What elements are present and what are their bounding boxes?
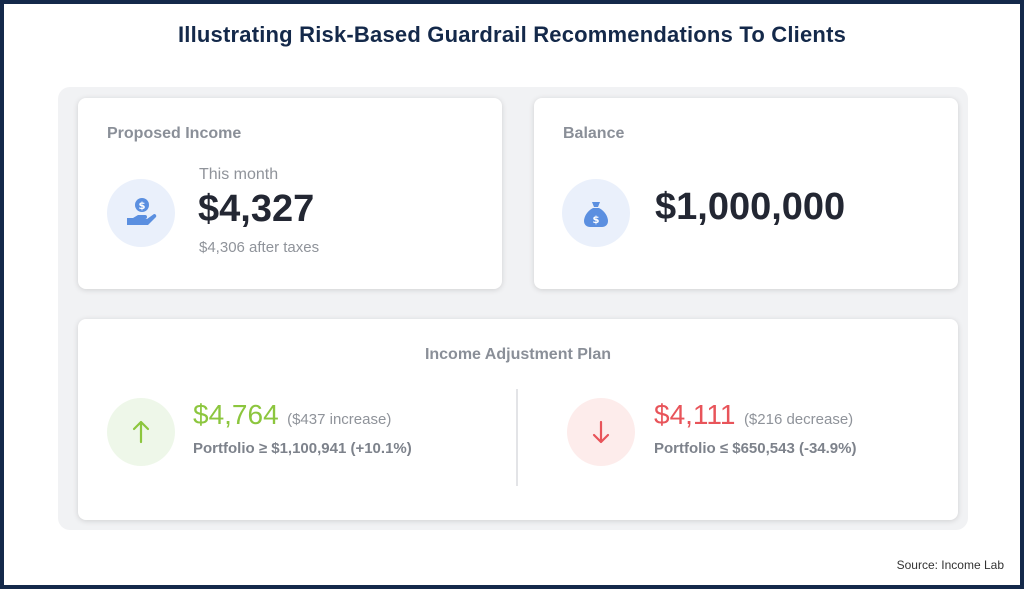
proposed-income-card: Proposed Income $ This month $4,327 $4,3… <box>78 98 502 289</box>
after-taxes-amount: $4,306 after taxes <box>199 239 320 256</box>
increase-portfolio-threshold: Portfolio ≥ $1,100,941 (+10.1%) <box>193 440 412 457</box>
increase-amount-line: $4,764 ($437 increase) <box>193 399 391 431</box>
decrease-change: ($216 decrease) <box>743 411 854 428</box>
decrease-amount: $4,111 <box>654 399 736 430</box>
increase-amount: $4,764 <box>193 399 279 430</box>
increase-change: ($437 increase) <box>287 411 392 428</box>
decrease-amount-line: $4,111 ($216 decrease) <box>654 399 853 431</box>
proposed-income-heading: Proposed Income <box>107 125 242 142</box>
income-adjustment-plan-heading: Income Adjustment Plan <box>424 346 612 363</box>
proposed-income-amount: $4,327 <box>198 188 315 230</box>
svg-text:$: $ <box>139 201 146 212</box>
source-note: Source: Income Lab <box>896 558 1004 572</box>
money-bag-icon: $ <box>562 179 630 247</box>
money-hand-icon: $ <box>107 179 175 247</box>
plan-divider <box>516 389 518 486</box>
arrow-down-icon <box>567 398 635 466</box>
arrow-up-icon <box>107 398 175 466</box>
balance-amount: $1,000,000 <box>655 186 846 228</box>
decrease-portfolio-threshold: Portfolio ≤ $650,543 (-34.9%) <box>654 440 857 457</box>
page-title: Illustrating Risk-Based Guardrail Recomm… <box>177 22 847 47</box>
this-month-label: This month <box>199 166 279 183</box>
balance-card: Balance $ $1,000,000 <box>534 98 958 289</box>
income-adjustment-plan-card: Income Adjustment Plan $4,764 ($437 incr… <box>78 319 958 520</box>
balance-heading: Balance <box>563 125 625 142</box>
svg-text:$: $ <box>593 215 600 226</box>
